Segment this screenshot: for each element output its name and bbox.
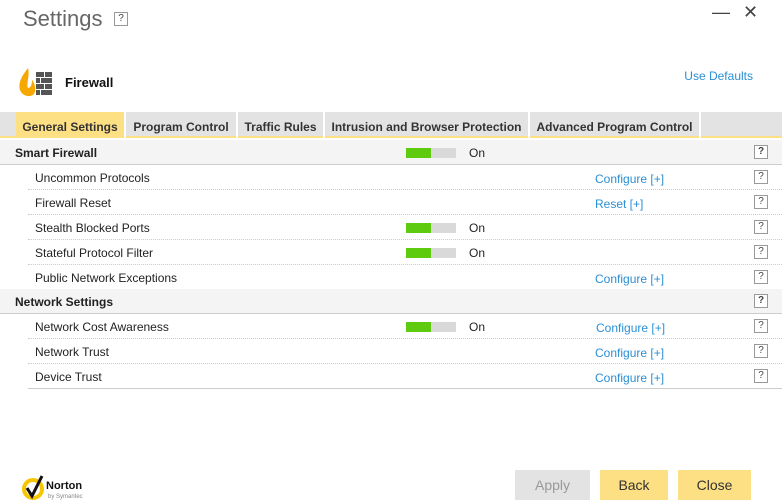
tab-bar: General Settings Program Control Traffic… [0,112,782,138]
toggle-state: On [469,320,486,334]
list-item: Stealth Blocked Ports On ? [28,215,782,240]
list-item: Stateful Protocol Filter On ? [28,240,782,265]
help-button[interactable]: ? [754,294,768,308]
help-button[interactable]: ? [754,369,768,383]
help-button[interactable]: ? [754,195,768,209]
page-title: Firewall [65,75,114,90]
configure-link[interactable]: Configure [+] [595,272,665,286]
help-button[interactable]: ? [754,220,768,234]
list-item: Firewall Reset Reset [+] ? [28,190,782,215]
toggle-state: On [469,146,486,160]
list-item: Uncommon Protocols Configure [+] ? [28,165,782,190]
tab-advanced-program-control[interactable]: Advanced Program Control [530,112,701,138]
norton-logo: Norton by Symantec [22,475,83,500]
help-button[interactable]: ? [754,319,768,333]
item-label: Device Trust [35,370,102,384]
tab-intrusion-browser-protection[interactable]: Intrusion and Browser Protection [325,112,530,138]
help-button[interactable]: ? [754,170,768,184]
back-button[interactable]: Back [600,470,668,500]
reset-link[interactable]: Reset [+] [595,197,644,211]
help-button[interactable]: ? [754,344,768,358]
item-label: Stateful Protocol Filter [35,246,154,260]
configure-link[interactable]: Configure [+] [595,172,665,186]
item-label: Stealth Blocked Ports [35,221,150,235]
svg-text:by Symantec: by Symantec [48,494,83,500]
tab-traffic-rules[interactable]: Traffic Rules [238,112,325,138]
apply-button[interactable]: Apply [515,470,590,500]
help-button[interactable]: ? [754,145,768,159]
list-item: Network Trust Configure [+] ? [28,339,782,364]
use-defaults-link[interactable]: Use Defaults [684,69,753,83]
item-label: Firewall Reset [35,196,112,210]
smart-firewall-toggle[interactable] [406,148,456,158]
tab-program-control[interactable]: Program Control [126,112,238,138]
tab-general-settings[interactable]: General Settings [16,112,126,138]
list-item: Network Cost Awareness On Configure [+] … [28,314,782,339]
section-smart-firewall: Smart Firewall On ? [0,140,782,165]
firewall-icon [19,68,52,97]
configure-link[interactable]: Configure [+] [595,346,665,360]
item-label: Network Trust [35,345,110,359]
help-button[interactable]: ? [754,270,768,284]
item-label: Uncommon Protocols [35,171,150,185]
help-button[interactable]: ? [114,12,128,26]
configure-link[interactable]: Configure [+] [595,371,665,385]
item-label: Network Cost Awareness [35,320,169,334]
svg-text:Norton: Norton [46,480,82,492]
window-title: Settings [23,6,103,31]
item-label: Public Network Exceptions [35,271,178,285]
minimize-button[interactable]: — [712,2,730,22]
close-button[interactable]: Close [678,470,751,500]
configure-link[interactable]: Configure [+] [596,321,666,335]
help-button[interactable]: ? [754,245,768,259]
network-cost-toggle[interactable] [406,322,456,332]
section-title: Smart Firewall [15,146,98,160]
stateful-filter-toggle[interactable] [406,248,456,258]
list-item: Device Trust Configure [+] ? [28,364,782,389]
toggle-state: On [469,246,486,260]
list-item: Public Network Exceptions Configure [+] … [28,265,782,290]
close-window-button[interactable]: ✕ [743,2,759,22]
stealth-ports-toggle[interactable] [406,223,456,233]
section-network-settings: Network Settings ? [0,289,782,314]
toggle-state: On [469,221,486,235]
section-title: Network Settings [15,295,114,309]
